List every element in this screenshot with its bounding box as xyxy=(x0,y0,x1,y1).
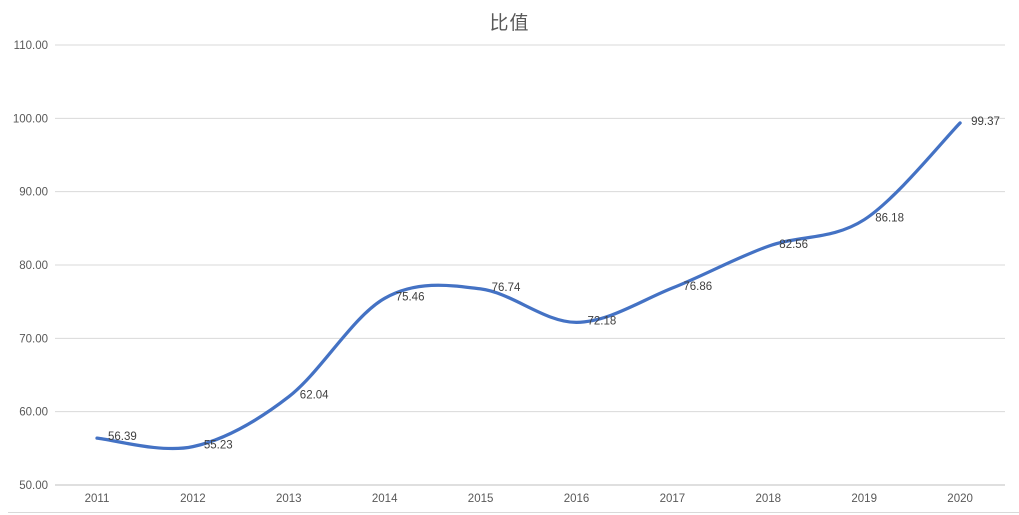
y-tick-label: 110.00 xyxy=(14,40,48,52)
series-line xyxy=(95,121,962,451)
x-tick-label: 2017 xyxy=(660,493,686,505)
y-tick-label: 80.00 xyxy=(19,260,48,272)
y-tick-label: 50.00 xyxy=(19,480,48,492)
y-tick-label: 70.00 xyxy=(19,333,48,345)
x-tick-label: 2019 xyxy=(851,493,877,505)
x-tick-label: 2014 xyxy=(372,493,398,505)
data-label: 82.56 xyxy=(779,239,808,251)
x-tick-label: 2013 xyxy=(276,493,302,505)
x-tick-label: 2015 xyxy=(468,493,494,505)
x-tick-label: 2016 xyxy=(564,493,590,505)
data-label: 75.46 xyxy=(396,291,425,303)
x-tick-label: 2011 xyxy=(85,493,110,505)
y-tick-label: 100.00 xyxy=(13,113,48,125)
y-tick-label: 90.00 xyxy=(19,187,48,199)
data-label: 99.37 xyxy=(971,116,1000,128)
x-tick-label: 2020 xyxy=(947,493,973,505)
data-label: 56.39 xyxy=(108,431,137,443)
data-label: 76.74 xyxy=(492,282,521,294)
x-tick-label: 2012 xyxy=(180,493,206,505)
data-label: 72.18 xyxy=(588,315,617,327)
data-label: 55.23 xyxy=(204,440,233,452)
data-label: 86.18 xyxy=(875,213,904,225)
data-label: 76.86 xyxy=(683,281,712,293)
chart-title: 比值 xyxy=(489,13,530,34)
data-label: 62.04 xyxy=(300,390,329,402)
y-tick-label: 60.00 xyxy=(19,407,48,419)
x-tick-label: 2018 xyxy=(756,493,782,505)
